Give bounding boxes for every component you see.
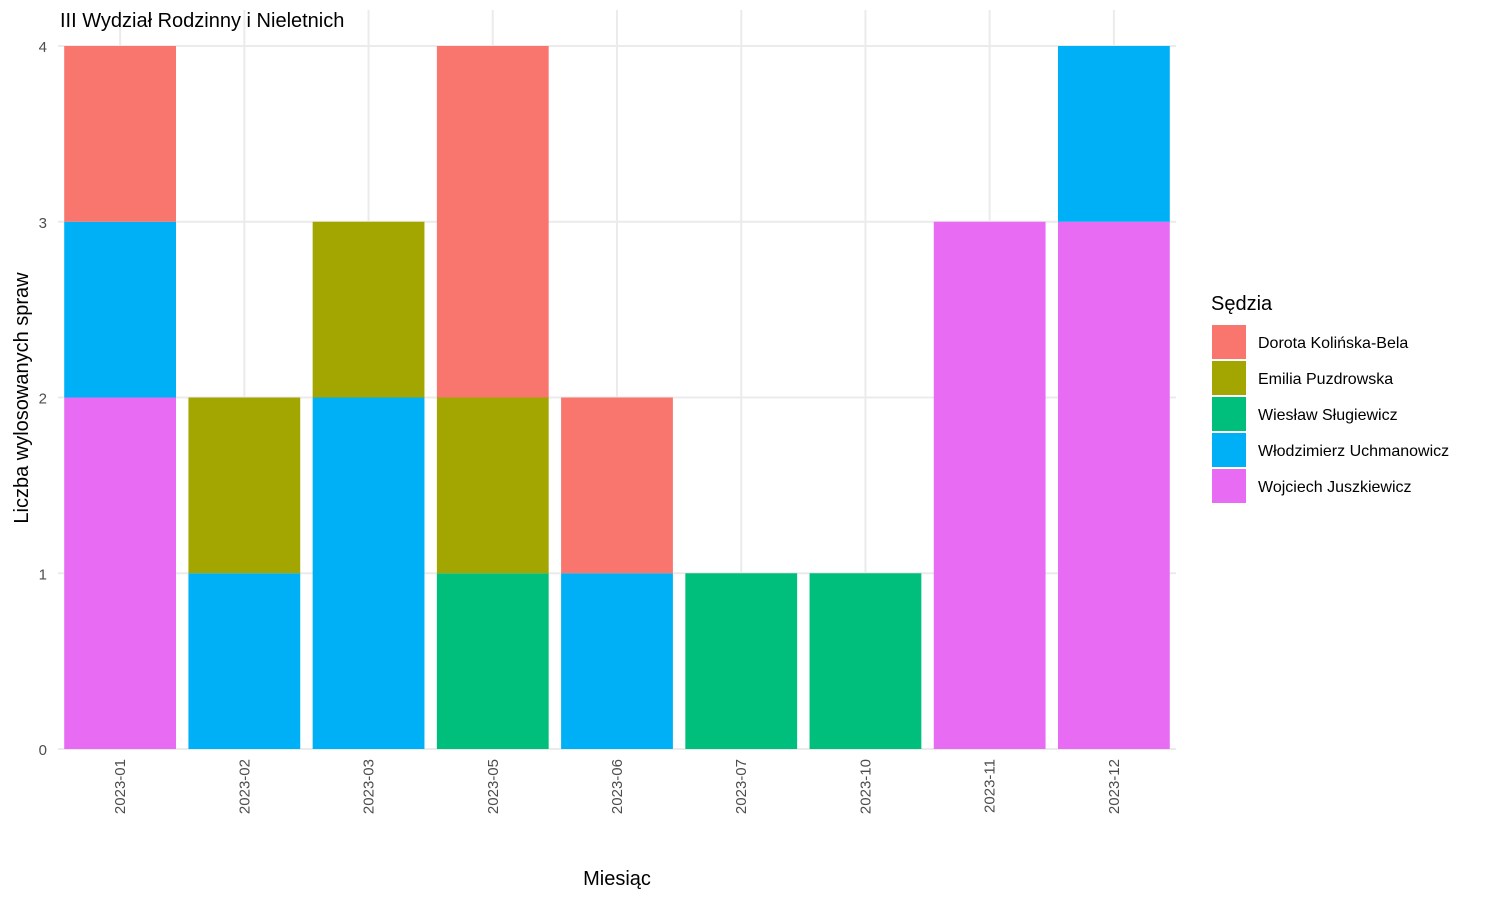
legend-swatch — [1212, 325, 1246, 359]
legend-swatch — [1212, 469, 1246, 503]
bar-segment — [188, 397, 301, 574]
legend-swatch — [1212, 397, 1246, 431]
bar-segment — [312, 397, 425, 749]
legend-label: Wojciech Juszkiewicz — [1258, 479, 1412, 496]
x-tick-label: 2023-07 — [733, 759, 750, 814]
x-tick-label: 2023-11 — [982, 759, 999, 813]
chart-title: III Wydział Rodzinny i Nieletnich — [60, 10, 344, 32]
bar-segment — [436, 573, 549, 749]
bar-segment — [436, 397, 549, 574]
y-axis-title: Liczba wylosowanych spraw — [11, 272, 33, 524]
bar-segment — [809, 573, 922, 749]
bar-segment — [1057, 46, 1170, 222]
x-tick-label: 2023-01 — [112, 759, 129, 814]
y-tick-label: 4 — [39, 39, 47, 56]
x-tick-label: 2023-10 — [857, 759, 874, 814]
x-axis-title: Miesiąc — [583, 868, 651, 890]
bar-segment — [188, 573, 301, 749]
bar-segment — [561, 573, 673, 749]
x-tick-label: 2023-05 — [485, 759, 502, 814]
bar-segment — [685, 573, 798, 749]
bar-segment — [64, 46, 177, 222]
y-axis-ticks: 0 1 2 3 4 — [39, 39, 47, 759]
x-tick-label: 2023-12 — [1106, 759, 1123, 814]
y-tick-label: 2 — [39, 391, 47, 408]
legend-items: Dorota Kolińska-Bela Emilia Puzdrowska Wie… — [1212, 325, 1449, 503]
legend-label: Dorota Kolińska-Bela — [1258, 335, 1408, 352]
legend: Sędzia Dorota Kolińska-Bela Emilia Puzdro… — [1211, 293, 1449, 503]
y-tick-label: 0 — [39, 742, 47, 759]
legend-swatch — [1212, 361, 1246, 395]
legend-swatch — [1212, 433, 1246, 467]
y-tick-label: 3 — [39, 215, 47, 232]
x-tick-label: 2023-06 — [609, 759, 626, 814]
legend-title: Sędzia — [1211, 293, 1273, 315]
bar-segment — [64, 221, 177, 398]
legend-label: Emilia Puzdrowska — [1258, 371, 1393, 388]
legend-label: Włodzimierz Uchmanowicz — [1258, 443, 1449, 460]
bar-segment — [561, 397, 673, 574]
x-tick-label: 2023-03 — [361, 759, 378, 814]
bar-segment — [933, 221, 1046, 749]
y-tick-label: 1 — [39, 566, 47, 583]
bar-segment — [64, 397, 177, 749]
legend-label: Wiesław Sługiewicz — [1258, 407, 1398, 424]
bar-segment — [1057, 221, 1170, 749]
bar-segment — [436, 46, 549, 398]
bars-layer — [64, 46, 1170, 749]
bar-segment — [312, 221, 425, 398]
x-axis-ticks: 2023-01 2023-02 2023-03 2023-05 2023-06 2023-… — [112, 759, 1123, 814]
x-tick-label: 2023-02 — [236, 759, 253, 814]
